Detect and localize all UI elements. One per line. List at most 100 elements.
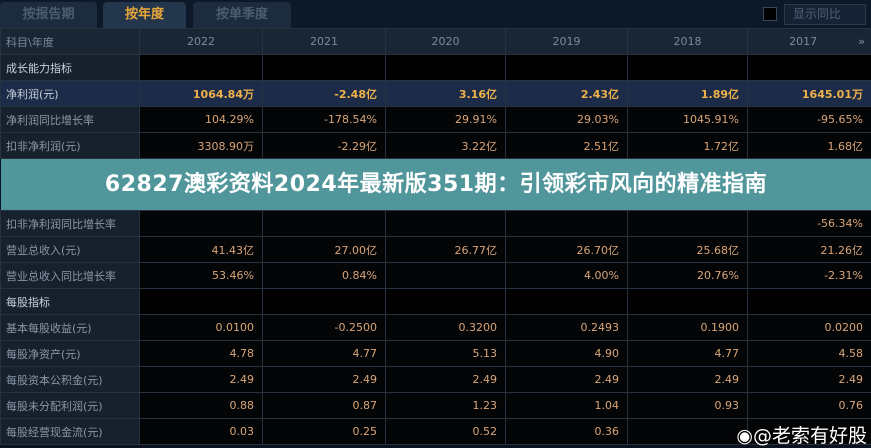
- year-header[interactable]: 2021: [263, 29, 386, 55]
- cell-value: 26.77亿: [386, 237, 506, 263]
- tab-by-year[interactable]: 按年度: [103, 2, 186, 28]
- row-label: 扣非净利润同比增长率: [1, 211, 140, 237]
- cell-value: 21.26亿: [748, 237, 871, 263]
- cell-value: [386, 263, 506, 289]
- year-label: 2019: [553, 35, 581, 48]
- cell-value: 0.87: [263, 393, 386, 419]
- cell-value: [263, 289, 386, 315]
- cell-value: 0.03: [140, 419, 263, 445]
- cell-value: -95.65%: [748, 107, 871, 133]
- year-label: 2017: [789, 35, 817, 48]
- cell-value: 26.70亿: [506, 237, 628, 263]
- cell-value: 4.78: [140, 341, 263, 367]
- table-row: 成长能力指标: [1, 55, 871, 81]
- row-label: 净利润(元): [1, 81, 140, 107]
- row-label: 成长能力指标: [1, 55, 140, 81]
- cell-value: 2.43亿: [506, 81, 628, 107]
- table-row: 扣非净利润同比增长率 -56.34%: [1, 211, 871, 237]
- show-yoy-checkbox[interactable]: [763, 7, 777, 21]
- cell-value: 4.77: [263, 341, 386, 367]
- cell-value: 2.49: [628, 367, 748, 393]
- cell-value: [628, 289, 748, 315]
- cell-value: -56.34%: [748, 211, 871, 237]
- cell-value: [263, 211, 386, 237]
- cell-value: 0.0200: [748, 315, 871, 341]
- cell-value: 4.77: [628, 341, 748, 367]
- cell-value: 0.2493: [506, 315, 628, 341]
- year-label: 2020: [432, 35, 460, 48]
- cell-value: 104.29%: [140, 107, 263, 133]
- cell-value: 1.04: [506, 393, 628, 419]
- cell-value: [140, 289, 263, 315]
- cell-value: 0.25: [263, 419, 386, 445]
- tab-by-quarter[interactable]: 按单季度: [193, 2, 291, 28]
- cell-value: 4.90: [506, 341, 628, 367]
- watermark-text: @老索有好股: [753, 425, 867, 447]
- cell-value: [506, 211, 628, 237]
- cell-value: 1064.84万: [140, 81, 263, 107]
- year-label: 2022: [187, 35, 215, 48]
- cell-value: 25.68亿: [628, 237, 748, 263]
- show-yoy-button[interactable]: 显示同比: [784, 4, 866, 25]
- header-row: 科目\年度 2022 2021 2020 2019 2018 2017 »: [1, 29, 871, 55]
- weibo-icon: ◉: [736, 425, 753, 447]
- row-label: 营业总收入同比增长率: [1, 263, 140, 289]
- row-label: 每股未分配利润(元): [1, 393, 140, 419]
- cell-value: [386, 211, 506, 237]
- cell-value: 0.3200: [386, 315, 506, 341]
- year-label: 2021: [310, 35, 338, 48]
- tab-by-report-period[interactable]: 按报告期: [0, 2, 97, 28]
- cell-value: -2.29亿: [263, 133, 386, 159]
- row-label: 每股资本公积金(元): [1, 367, 140, 393]
- cell-value: [506, 289, 628, 315]
- tab-bar: 按报告期 按年度 按单季度 显示同比: [0, 0, 871, 28]
- year-header[interactable]: 2017 »: [748, 29, 871, 55]
- cell-value: [628, 55, 748, 81]
- cell-value: 1.68亿: [748, 133, 871, 159]
- row-label: 扣非净利润(元): [1, 133, 140, 159]
- cell-value: 1645.01万: [748, 81, 871, 107]
- cell-value: [140, 55, 263, 81]
- cell-value: -0.2500: [263, 315, 386, 341]
- cell-value: 27.00亿: [263, 237, 386, 263]
- cell-value: [506, 55, 628, 81]
- cell-value: 1.72亿: [628, 133, 748, 159]
- cell-value: 29.03%: [506, 107, 628, 133]
- header-label: 科目\年度: [1, 29, 140, 55]
- cell-value: [386, 289, 506, 315]
- cell-value: 20.76%: [628, 263, 748, 289]
- cell-value: [628, 211, 748, 237]
- cell-value: 1.89亿: [628, 81, 748, 107]
- year-header[interactable]: 2020: [386, 29, 506, 55]
- cell-value: [386, 55, 506, 81]
- year-header[interactable]: 2022: [140, 29, 263, 55]
- cell-value: 3308.90万: [140, 133, 263, 159]
- banner-row: 62827澳彩资料2024年最新版351期：引领彩市风向的精准指南: [1, 159, 871, 211]
- cell-value: -2.31%: [748, 263, 871, 289]
- row-label: 净利润同比增长率: [1, 107, 140, 133]
- year-header[interactable]: 2018: [628, 29, 748, 55]
- cell-value: -178.54%: [263, 107, 386, 133]
- cell-value: 0.36: [506, 419, 628, 445]
- row-label: 每股指标: [1, 289, 140, 315]
- more-columns-icon[interactable]: »: [858, 35, 865, 48]
- cell-value: [140, 211, 263, 237]
- financial-table: 科目\年度 2022 2021 2020 2019 2018 2017 » 成长能力指标净利润(…: [0, 28, 871, 445]
- cell-value: -2.48亿: [263, 81, 386, 107]
- year-header[interactable]: 2019: [506, 29, 628, 55]
- table-row: 每股指标: [1, 289, 871, 315]
- cell-value: 4.00%: [506, 263, 628, 289]
- row-label: 基本每股收益(元): [1, 315, 140, 341]
- watermark: ◉@老索有好股: [736, 421, 867, 448]
- cell-value: 0.0100: [140, 315, 263, 341]
